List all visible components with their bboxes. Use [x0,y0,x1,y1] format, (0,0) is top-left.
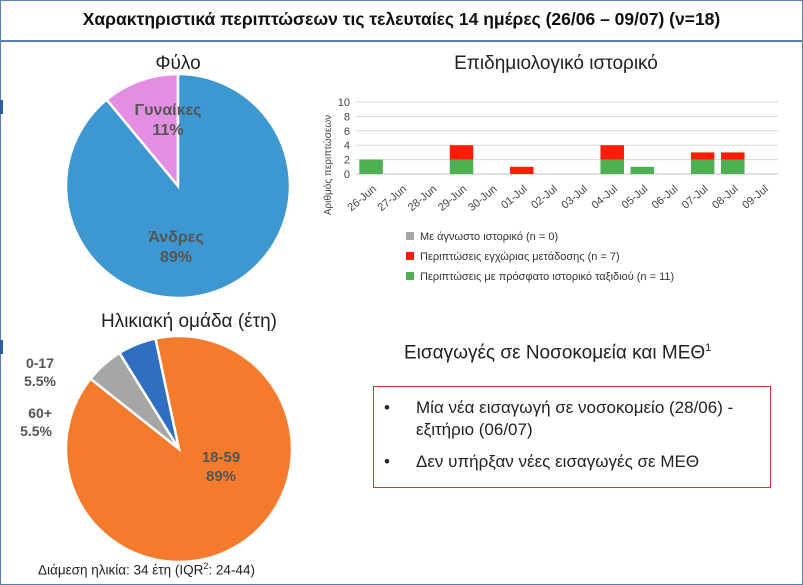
bar-y-tick-label: 2 [344,155,350,167]
bar-x-tick-label: 30-Jun [466,183,499,214]
bar-segment [449,145,474,160]
bar-legend-label: Περιπτώσεις με πρόσφατο ιστορικό ταξιδιο… [420,271,674,283]
bar-y-tick-label: 10 [338,97,350,109]
bar-x-tick-label: 27-Jun [376,183,409,214]
median-age-footnote: 2 [203,561,209,571]
age-pie-slice-label: 0-17 [26,355,54,371]
bar-segment [721,159,745,174]
age-pie-slice [64,334,294,564]
bar-y-tick-label: 6 [344,126,350,138]
hospital-section-title: Εισαγωγές σε Νοσοκομεία και ΜΕΘ1 [404,342,711,364]
bar-y-tick-label: 0 [344,169,350,181]
bar-x-tick-label: 05-Jul [620,183,651,211]
sex-pie-title: Φύλο [155,53,200,74]
bar-legend-swatch [406,272,414,280]
median-age-note: Διάμεση ηλικία: 34 έτη (IQR2: 24-44) [38,561,255,578]
bar-segment [510,166,534,174]
hospital-bullet: Δεν υπήρξαν νέες εισαγωγές σε ΜΕΘ [384,451,770,473]
bar-x-tick-label: 01-Jul [499,183,530,211]
age-pie-slice-label: 60+ [28,405,52,421]
sex-pie-slice [104,72,180,190]
median-age-range: : 24-44) [208,562,255,578]
slide-title: Χαρακτηριστικά περιπτώσεων τις τελευταίε… [82,9,721,29]
hospital-title-text: Εισαγωγές σε Νοσοκομεία και ΜΕΘ [404,342,706,364]
age-pie-slice-value: 5.5% [20,423,52,439]
bar-segment [690,152,715,160]
bar-y-axis-label: Αριθμός περιπτώσεων [322,115,334,215]
bar-legend-swatch [406,232,414,240]
left-edge-mark [0,100,3,114]
age-pie-slice-value: 89% [206,468,236,485]
sex-pie-slice-value: 11% [152,122,183,139]
age-pie-slice-label: 18-59 [202,449,240,466]
sex-pie-slice-label: Γυναίκες [135,102,202,119]
sex-pie-slice-label: Άνδρες [148,229,203,246]
bar-chart-title: Επιδημιολογικό ιστορικό [454,53,658,74]
bar-segment [449,159,474,174]
bar-x-tick-label: 07-Jul [680,183,711,211]
bar-segment [630,166,655,174]
bar-segment [600,145,624,160]
bar-segment [721,152,745,160]
bar-legend-label: Με άγνωστο ιστορικό (n = 0) [420,231,558,243]
hospital-info-box: Μία νέα εισαγωγή σε νοσοκομείο (28/06) -… [373,386,771,488]
bar-segment [359,159,383,174]
sex-pie-slice-value: 89% [160,249,192,266]
age-pie-title: Ηλικιακή ομάδα (έτη) [101,311,277,332]
hospital-bullet-list: Μία νέα εισαγωγή σε νοσοκομείο (28/06) -… [374,397,770,473]
bar-x-tick-label: 09-Jul [740,183,771,211]
bar-x-tick-label: 26-Jun [346,183,379,214]
median-age-text: Διάμεση ηλικία: 34 έτη (IQR [38,562,204,578]
left-edge-mark [0,340,3,354]
title-divider [0,40,803,42]
bar-x-tick-label: 02-Jul [529,183,560,211]
bar-x-tick-label: 06-Jul [650,183,681,211]
hospital-bullet: Μία νέα εισαγωγή σε νοσοκομείο (28/06) -… [384,397,770,441]
bar-legend-label: Περιπτώσεις εγχώριας μετάδοσης (n = 7) [420,251,620,263]
bar-segment [600,159,624,174]
bar-segment [690,159,715,174]
bar-x-tick-label: 03-Jul [559,183,590,211]
bar-y-tick-label: 4 [344,140,350,152]
bar-x-tick-label: 04-Jul [589,183,620,211]
bar-x-tick-label: 29-Jun [436,183,469,214]
hospital-title-footnote: 1 [705,342,712,354]
bar-x-tick-label: 28-Jun [406,183,439,214]
bar-legend-swatch [406,252,414,260]
age-pie-slice-value: 5.5% [24,373,56,389]
bar-x-tick-label: 08-Jul [710,183,741,211]
bar-y-tick-label: 8 [344,111,350,123]
sex-pie-slice [64,72,292,300]
